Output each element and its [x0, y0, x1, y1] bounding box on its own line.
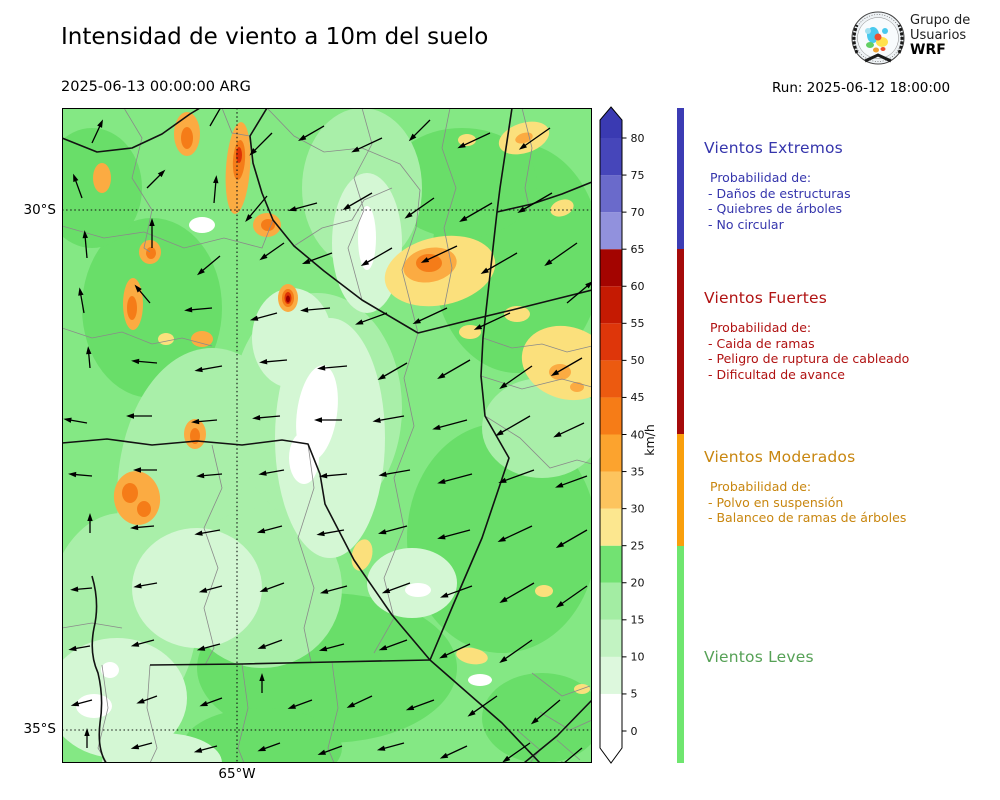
colorbar-tick-label: 35 [631, 465, 645, 478]
yaxis-label-30s: 30°S [23, 202, 57, 218]
colorbar-tick-label: 15 [631, 614, 645, 627]
wind-map-canvas [62, 108, 592, 763]
model-run-label: Run: 2025-06-12 18:00:00 [772, 80, 951, 96]
logo-line2: Usuarios [910, 28, 967, 43]
colorbar: 0 5 10 15 20 25 30 35 40 45 50 55 60 65 70 75 80 km/h [599, 106, 684, 764]
logo-line3: WRF [910, 42, 946, 58]
fill-layer [286, 295, 290, 303]
legend-heading: Vientos Extremos [704, 139, 843, 157]
legend-category-moderados: Vientos Moderados Probabilidad de: - Pol… [704, 448, 989, 526]
legend-item: - No circular [708, 216, 784, 232]
logo-line1: Grupo de [910, 13, 971, 28]
legend-category-fuertes: Vientos Fuertes Probabilidad de: - Caida… [704, 289, 989, 382]
graticule [62, 108, 592, 763]
logo-text: Grupo de Usuarios WRF [910, 13, 970, 58]
legend-item: - Peligro de ruptura de cableado [708, 351, 910, 366]
colorbar-tick-label: 45 [631, 391, 645, 404]
legend-category-extremos: Vientos Extremos Probabilidad de: - Daño… [704, 139, 989, 232]
colorbar-tick-label: 75 [631, 169, 645, 182]
logo-emblem-icon [851, 11, 905, 65]
wind-vectors [63, 108, 592, 763]
legend-heading: Vientos Fuertes [704, 289, 827, 307]
colorbar-tick-label: 70 [631, 206, 645, 219]
legend-intro: Probabilidad de: [710, 479, 812, 494]
colorbar-tick-label: 25 [631, 539, 645, 552]
legend-heading: Vientos Moderados [704, 448, 856, 466]
colorbar-tick-label: 40 [631, 428, 645, 441]
department-boundaries [62, 108, 592, 763]
wind-map [62, 108, 592, 763]
legend-item: - Polvo en suspensión [708, 494, 844, 510]
legend-item: - Caida de ramas [708, 335, 815, 351]
colorbar-tick-label: 10 [631, 651, 645, 664]
colorbar-tick-label: 55 [631, 317, 645, 330]
legend-item: - Daños de estructuras [708, 185, 851, 201]
colorbar-tick-label: 65 [631, 243, 645, 256]
colorbar-tick-label: 30 [631, 502, 645, 515]
province-boundaries [62, 108, 592, 763]
yaxis-label-35s: 35°S [23, 721, 57, 737]
colorbar-tick-label: 60 [631, 280, 645, 293]
valid-datetime-label: 2025-06-13 00:00:00 ARG [61, 79, 251, 95]
xaxis-label-65w: 65°W [218, 766, 256, 782]
colorbar-unit-label: km/h [642, 424, 657, 456]
colorbar-tick-label: 5 [631, 688, 638, 701]
colorbar-tick-label: 50 [631, 354, 645, 367]
fill-layer [122, 127, 442, 517]
colorbar-scale: 0 5 10 15 20 25 30 35 40 45 50 55 60 65 70 75 80 [599, 106, 645, 764]
colorbar-tick-label: 20 [631, 577, 645, 590]
logo [849, 9, 999, 73]
legend-item: - Quiebres de árboles [708, 201, 843, 216]
category-strip [677, 108, 684, 763]
legend-intro: Probabilidad de: [710, 170, 812, 185]
legend-category-leves: Vientos Leves [704, 648, 989, 666]
legend-heading: Vientos Leves [704, 648, 814, 666]
colorbar-tick-label: 0 [631, 725, 638, 738]
colorbar-tick-label: 80 [631, 132, 645, 145]
legend-item: - Dificultad de avance [708, 366, 845, 382]
page-title: Intensidad de viento a 10m del suelo [61, 24, 489, 50]
legend-intro: Probabilidad de: [710, 320, 812, 335]
legend-item: - Balanceo de ramas de árboles [708, 510, 907, 525]
